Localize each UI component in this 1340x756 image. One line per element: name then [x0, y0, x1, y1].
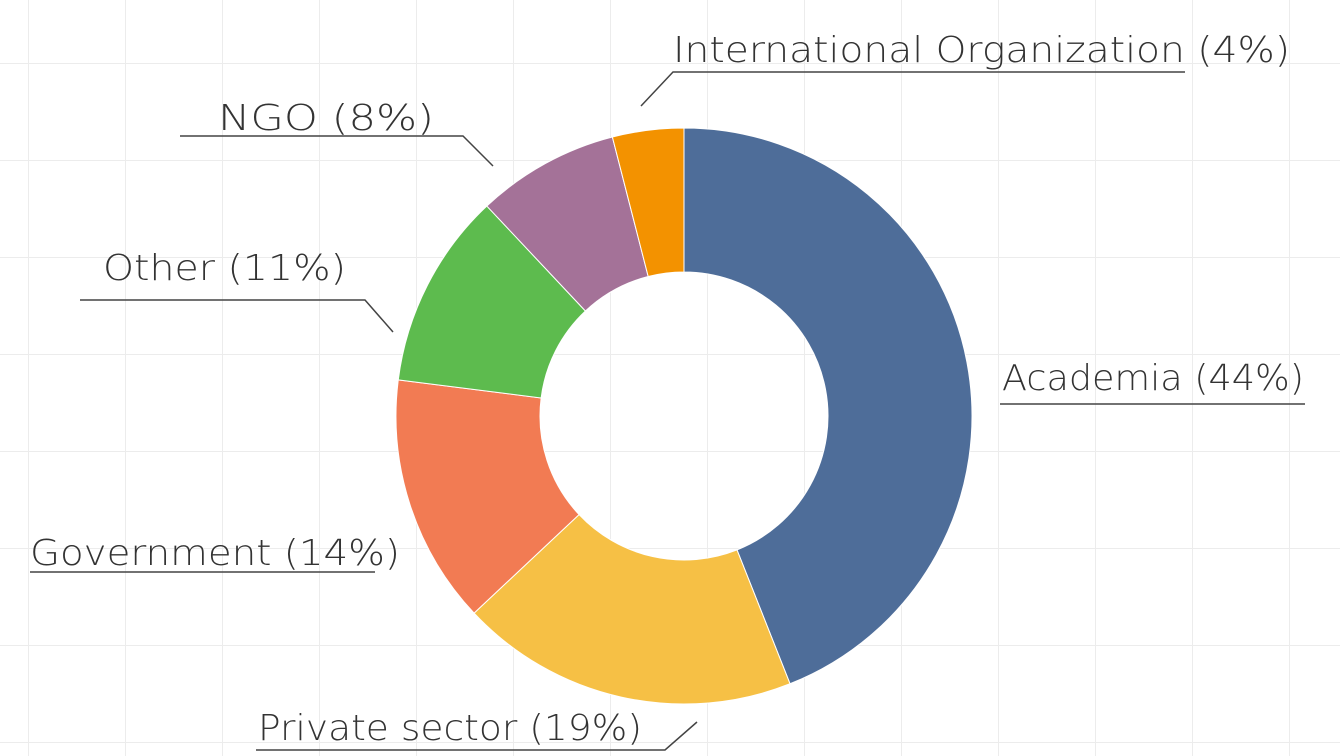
donut-slice — [473, 513, 791, 705]
category-label: Private sector — [258, 708, 517, 749]
value-label: (44%) — [1194, 358, 1304, 399]
category-label: Other — [103, 248, 215, 289]
slice-label: NGO (8%) — [218, 98, 434, 139]
category-label: Government — [30, 533, 271, 574]
donut-slice — [683, 127, 973, 685]
leader-line — [256, 721, 698, 751]
slice-label: Private sector (19%) — [258, 708, 642, 749]
donut-slice — [611, 127, 685, 278]
slice-label: International Organization (4%) — [673, 30, 1290, 71]
category-label: NGO — [218, 98, 318, 139]
slice-label: Other (11%) — [103, 248, 346, 289]
value-label: (4%) — [1197, 30, 1290, 71]
value-label: (11%) — [228, 248, 346, 289]
category-label: Academia — [1002, 358, 1183, 399]
leader-line — [80, 299, 394, 333]
value-label: (8%) — [332, 98, 434, 139]
leader-line — [640, 71, 1185, 107]
donut-slice — [395, 379, 580, 614]
value-label: (19%) — [529, 708, 642, 749]
slice-label: Academia (44%) — [1002, 358, 1304, 399]
leader-line — [180, 135, 494, 167]
value-label: (14%) — [284, 533, 400, 574]
category-label: International Organization — [673, 30, 1185, 71]
donut-slice — [397, 205, 587, 399]
slice-label: Government (14%) — [30, 533, 400, 574]
